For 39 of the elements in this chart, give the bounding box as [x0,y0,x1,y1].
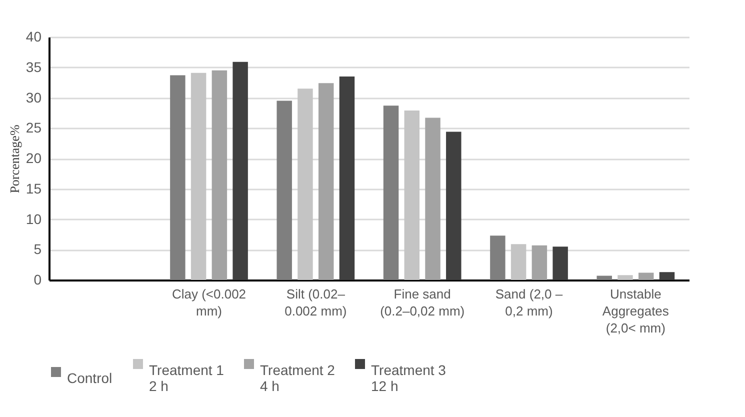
x-tick-label: Unstable Aggregates (2,0< mm) [602,286,670,336]
bar [190,72,206,280]
legend-label: Control [67,370,112,386]
bar [510,244,526,280]
bar [383,106,399,280]
y-tick-label: 10 [26,210,42,227]
bar [490,236,506,280]
y-tick-label: 25 [26,120,42,136]
legend-label: Treatment 2 4 h [260,362,336,394]
legend-label: Treatment 3 12 h [371,362,446,394]
bar [404,110,420,280]
bar [232,62,248,280]
bar [446,132,462,280]
x-tick-label: Silt (0.02–0.002 mm) [284,286,347,318]
x-tick-label: Fine sand (0.2–0,02 mm) [380,286,465,318]
y-tick-label: 15 [26,180,42,196]
bar [212,70,228,280]
x-tick-label: Clay (<0.002 mm) [172,286,246,318]
y-tick-label: 20 [26,150,42,166]
y-tick-label: 5 [34,241,42,258]
bar [532,245,548,280]
y-axis-title: Porcentage% [6,124,22,194]
bar [638,272,654,280]
bar [298,88,313,280]
y-tick-label: 35 [26,58,42,75]
bar [339,76,355,280]
bar [170,75,186,280]
y-tick-label: 0 [34,272,42,288]
y-tick-label: 40 [26,28,42,44]
bar [596,276,612,280]
bar [318,83,334,280]
x-tick-label: Sand (2,0 –0,2 mm) [495,286,564,318]
y-tick-label: 30 [26,89,42,106]
bar [659,272,675,280]
bar [552,246,568,280]
bar [618,275,633,280]
bar [276,100,292,280]
legend-label: Treatment 1 2 h [149,362,224,394]
bar [425,118,440,280]
